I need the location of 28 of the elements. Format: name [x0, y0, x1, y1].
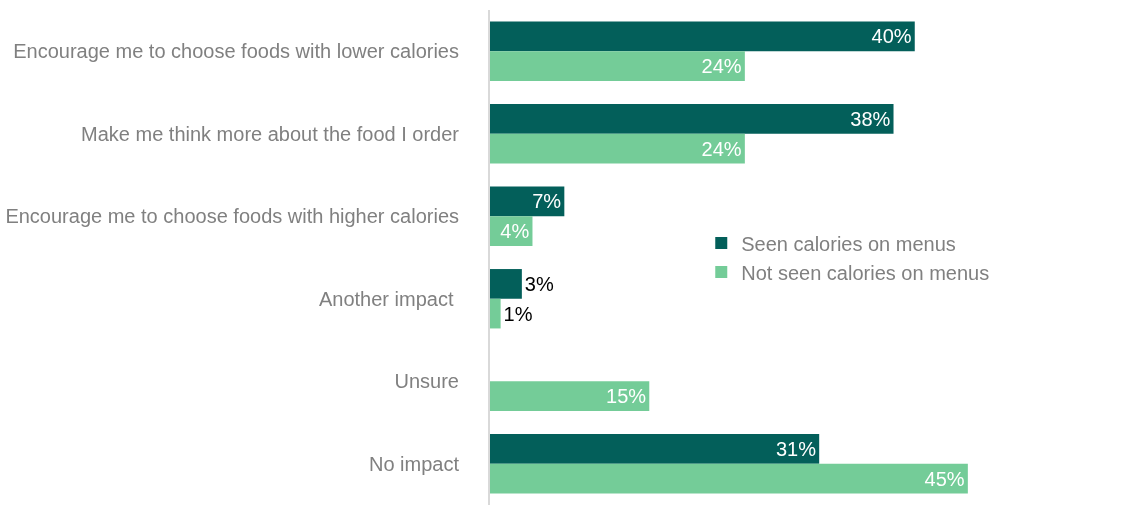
y-tick-label: Another impact	[318, 287, 459, 310]
bar	[490, 133, 745, 164]
data-label: 40%	[871, 25, 912, 48]
data-label: 38%	[850, 107, 891, 130]
data-label: 45%	[924, 467, 965, 490]
bar	[490, 298, 501, 329]
legend-label: Not seen calories on menus	[741, 261, 990, 284]
data-label: 7%	[532, 190, 562, 213]
bar	[490, 463, 968, 494]
y-tick-label: Make me think more about the food I order	[81, 122, 460, 145]
data-label: 15%	[606, 385, 647, 408]
bar	[490, 269, 522, 299]
data-label: 4%	[500, 220, 530, 243]
data-label: 24%	[701, 137, 742, 160]
data-label: 3%	[524, 272, 554, 295]
y-tick-label: Unsure	[394, 370, 459, 393]
bar	[490, 434, 820, 464]
bar	[490, 21, 915, 52]
y-tick-label: No impact	[368, 452, 460, 475]
data-label: 1%	[503, 302, 533, 325]
bar	[490, 104, 894, 134]
bar	[490, 381, 650, 411]
y-tick-label: Encourage me to choose foods with higher calories	[5, 205, 459, 228]
data-label: 31%	[775, 437, 817, 460]
legend-label: Seen calories on menus	[741, 232, 956, 255]
data-label: 24%	[701, 55, 742, 78]
bar	[490, 51, 745, 81]
y-tick-label: Encourage me to choose foods with lower calories	[13, 40, 459, 63]
